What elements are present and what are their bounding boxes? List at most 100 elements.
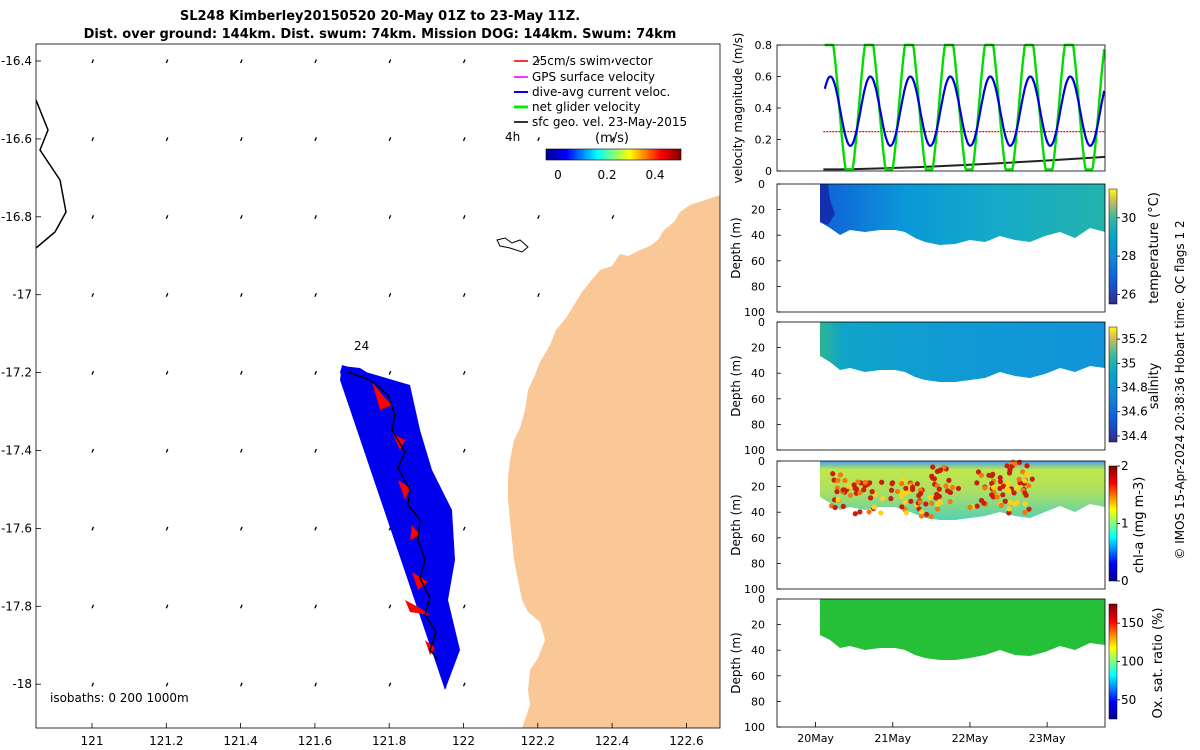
geo-velocity-arrow [388,59,392,64]
lat-tick-label: -17.4 [1,444,32,458]
velocity-tick-label: 0.4 [755,102,773,115]
svg-text:dive-avg current veloc.: dive-avg current veloc. [532,85,670,99]
time-tick-label: 21May [874,732,911,745]
chl-sample-dot [1016,459,1023,465]
chl-sample-dot [917,499,923,505]
lat-tick-label: -17 [12,288,32,302]
chl-sample-dot [994,494,1000,500]
plot-subtitle: Dist. over ground: 144km. Dist. swum: 74… [83,27,677,42]
geo-velocity-arrow [314,215,317,220]
chl-sample-dot [1000,492,1006,498]
chl-sample-dot [946,477,952,483]
geo-velocity-arrow [388,215,392,220]
chl-sample-dot [914,481,920,487]
chl-sample-dot [888,496,894,502]
geo-velocity-arrow [240,215,243,220]
geo-velocity-arrow [611,137,615,142]
chl-sample-dot [852,511,858,517]
chl-sample-dot [936,493,942,500]
chl-sample-dot [997,475,1003,481]
lon-tick-label: 122.2 [521,734,555,748]
geo-velocity-arrow [314,604,317,609]
geo-velocity-arrow [314,59,317,64]
lat-tick-label: -17.2 [1,366,32,380]
chl-sample-dot [910,484,916,490]
depth-tick-label: 20 [751,204,765,217]
geo-velocity-arrow [462,137,466,142]
time-tick-label: 22May [952,732,989,745]
salinity-ylabel: Depth (m) [729,355,743,416]
chl-sample-dot [1016,476,1022,482]
colorbar-tick-label: 150 [1121,616,1144,630]
depth-tick-label: 80 [751,695,765,708]
chl-sample-dot [1007,467,1013,473]
temperature-ylabel: Depth (m) [729,217,743,278]
chl-sample-dot [837,472,844,478]
depth-tick-label: 60 [751,670,765,683]
velocity-tick-label: 0.6 [755,71,773,84]
chl-sample-dot [1006,506,1012,512]
section-panels: Depth (m) temperature (°C) Depth (m) sal… [729,183,1166,728]
chl-sample-dot [857,509,863,515]
chl-sample-dot [947,489,954,496]
salinity-colorbar [1108,326,1118,443]
chl-sample-dot [903,485,909,491]
chlorophyll-hotspots [828,459,1035,520]
oxygen-colorbar-label: Ox. sat. ratio (%) [1151,608,1166,719]
geo-velocity-arrow [314,370,317,375]
geo-velocity-arrow [165,682,169,687]
chl-sample-dot [879,479,885,485]
salinity-panel: Depth (m) salinity [729,321,1162,451]
lon-tick-label: 122 [452,734,475,748]
colorbar-tick-2: 0.4 [645,168,664,182]
colorbar-tick-label: 35.2 [1121,332,1148,346]
chl-sample-dot [889,480,896,486]
svg-text:GPS surface velocity: GPS surface velocity [532,70,655,84]
geo-velocity-arrow [240,137,243,142]
geo-velocity-arrow [91,59,95,64]
chl-sample-dot [986,472,992,478]
geo-velocity-arrow [165,137,169,142]
chl-sample-dot [990,484,997,491]
oxygen-colorbar [1108,603,1118,720]
depth-tick-label: 20 [751,481,765,494]
chl-sample-dot [997,479,1004,485]
time-axis-ticks: 20May 21May 22May 23May [797,722,1066,745]
chl-sample-dot [919,509,925,515]
temperature-colorbar-label: temperature (°C) [1147,192,1162,304]
oxygen-data-field [820,599,1105,660]
velocity-tick-label: 0.8 [755,39,773,52]
geo-velocity-arrow [462,526,466,531]
depth-tick-label: 80 [751,418,765,431]
chl-sample-dot [937,468,943,474]
depth-tick-label: 80 [751,280,765,293]
map-colorbar [545,148,682,161]
temperature-cold-patch [820,184,835,225]
velocity-panel: 0 0.2 0.4 0.6 0.8 velocity magnitude (m/s) [731,33,1106,183]
chl-sample-dot [1022,509,1028,516]
chl-sample-dot [936,486,942,492]
chlorophyll-colorbar [1108,465,1118,582]
temperature-data-field [820,184,1105,245]
chl-sample-dot [1024,463,1030,469]
geo-velocity-arrow [240,526,243,531]
isobaths-label: isobaths: 0 200 1000m [50,691,189,705]
chl-sample-dot [902,490,908,496]
velocity-y-ticks: 0 0.2 0.4 0.6 0.8 [755,39,781,178]
chl-sample-dot [949,484,956,491]
geo-velocity-arrow [537,215,540,220]
depth-tick-label: 40 [751,367,765,380]
geo-velocity-arrow [240,604,243,609]
depth-tick-label: 0 [758,316,765,329]
colorbar-tick-label: 30 [1121,211,1136,225]
chl-sample-dot [880,495,886,502]
map-lat-ticks: -16.4 -16.6 -16.8 -17 -17.2 -17.4 -17.6 -17.8 -1… [1,54,41,691]
colorbar-tick-label: 26 [1121,287,1136,301]
chl-sample-dot [929,500,935,506]
plot-title: SL248 Kimberley20150520 20-May 01Z to 23… [179,9,581,24]
chl-sample-dot [902,499,908,505]
chl-sample-dot [888,487,895,493]
chl-sample-dot [930,464,936,470]
colorbar-tick-label: 1 [1121,517,1129,531]
lon-tick-label: 121.6 [298,734,332,748]
